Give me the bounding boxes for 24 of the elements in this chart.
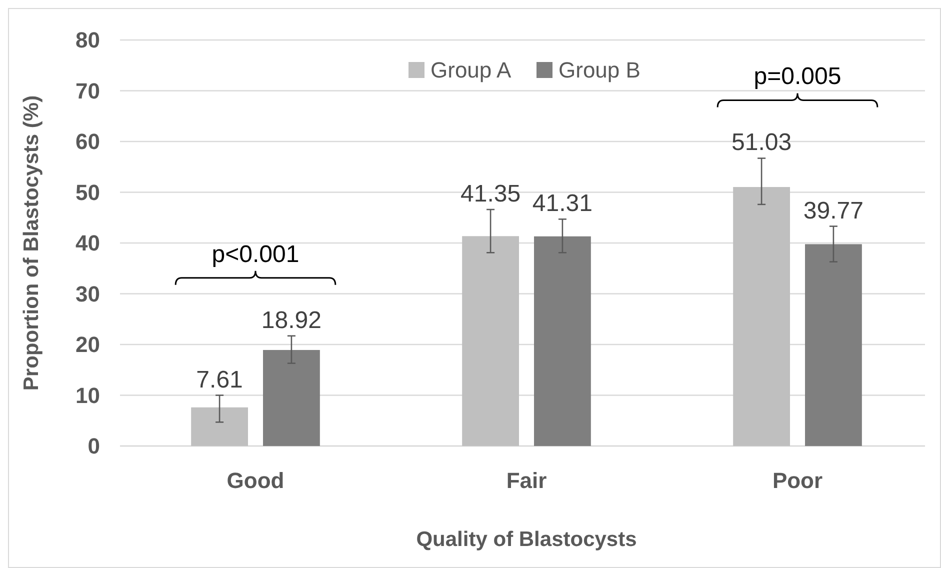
data-label: 41.35	[460, 180, 521, 208]
y-tick-label: 30	[76, 281, 100, 306]
y-axis-title: Proportion of Blastocysts (%)	[20, 95, 43, 391]
annotation: p<0.001	[212, 240, 300, 268]
data-label: 18.92	[261, 306, 322, 334]
x-tick-label: Poor	[772, 468, 823, 493]
y-tick-label: 70	[76, 78, 100, 104]
data-label: 7.61	[196, 366, 243, 394]
y-tick-label: 50	[76, 180, 100, 205]
x-tick-label: Fair	[506, 468, 548, 493]
data-label: 39.77	[803, 197, 864, 224]
y-tick-label: 10	[76, 382, 100, 408]
data-label: 51.03	[732, 129, 792, 156]
x-axis-title: Quality of Blastocysts	[416, 528, 637, 551]
annotation: p=0.005	[754, 63, 842, 90]
x-tick-label: Good	[226, 468, 284, 493]
y-tick-label: 40	[76, 230, 100, 256]
legend-label: Group B	[558, 58, 640, 83]
y-tick-label: 80	[76, 28, 100, 53]
y-tick-label: 60	[76, 129, 100, 154]
legend-label: Group A	[430, 58, 512, 83]
y-tick-label: 20	[76, 332, 100, 358]
y-tick-label: 0	[88, 434, 100, 459]
data-label: 41.31	[532, 190, 592, 218]
